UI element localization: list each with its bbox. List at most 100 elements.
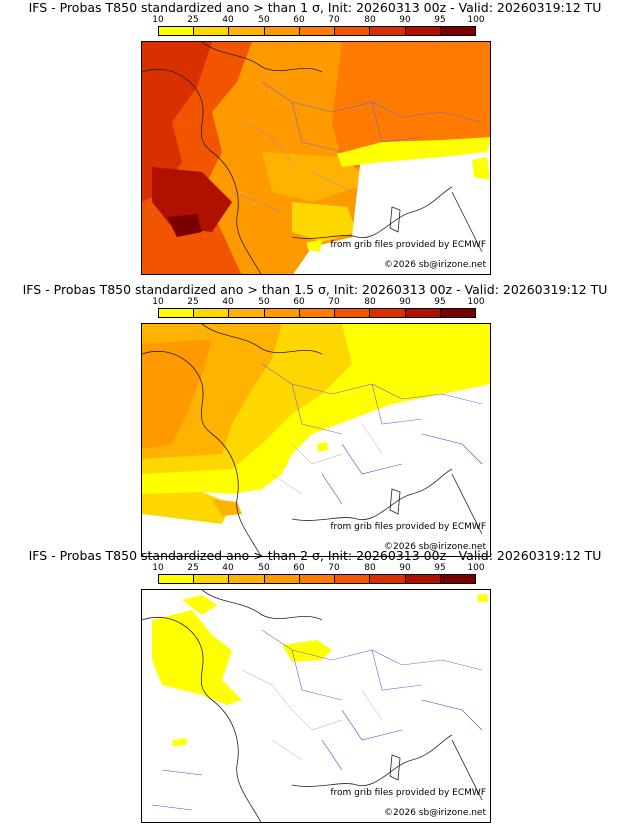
colorbar-swatch (335, 575, 371, 583)
colorbar-tick: 60 (293, 563, 305, 573)
colorbar-swatch (370, 575, 406, 583)
colorbar (158, 308, 476, 318)
colorbar-swatch (264, 309, 300, 317)
colorbar-swatch (194, 309, 230, 317)
coastline (291, 468, 453, 521)
colorbar-tick: 70 (328, 297, 340, 307)
colorbar-tick: 25 (187, 297, 199, 307)
prob-field-atlantic (142, 42, 212, 202)
colorbar-tick: 70 (328, 563, 340, 573)
coastline (142, 350, 262, 556)
colorbar-swatch (299, 27, 336, 35)
colorbar-tick: 70 (328, 15, 340, 25)
prob-field-balearic (307, 240, 322, 252)
colorbar-tick: 50 (258, 297, 270, 307)
prob-field-channel (182, 595, 217, 615)
colorbar-tick: 10 (152, 563, 164, 573)
prob-field-high (142, 339, 212, 449)
colorbar-tick: 95 (434, 563, 446, 573)
prob-field-iberia (152, 167, 232, 232)
prob-field-core (167, 214, 202, 237)
colorbar-swatch (370, 309, 406, 317)
probability-map: from grib files provided by ECMWF ©2026 … (141, 323, 491, 557)
colorbar-swatch (440, 27, 475, 35)
coastline (201, 324, 323, 355)
colorbar-swatch (335, 27, 371, 35)
colorbar-tick: 50 (258, 563, 270, 573)
coastline (142, 68, 262, 274)
prob-field-rhine (282, 640, 332, 662)
river-lines (151, 699, 483, 811)
coastline (142, 616, 262, 822)
prob-field-south (292, 202, 357, 242)
colorbar-swatch (264, 27, 300, 35)
colorbar-tick: 10 (152, 297, 164, 307)
prob-field-empty (293, 137, 490, 274)
panel-title: IFS - Probas T850 standardized ano > tha… (22, 282, 608, 297)
colorbar-labels: 10 25 40 50 60 70 80 90 95 100 (150, 297, 490, 308)
colorbar-swatch (159, 575, 195, 583)
copyright-text: ©2026 sb@irizone.net (384, 260, 486, 270)
colorbar-swatch (194, 27, 230, 35)
river-lines (231, 121, 353, 213)
colorbar-tick: 80 (364, 15, 376, 25)
copyright-text: ©2026 sb@irizone.net (384, 542, 486, 552)
colorbar-tick: 60 (293, 15, 305, 25)
panel-title: IFS - Probas T850 standardized ano > tha… (28, 548, 602, 563)
colorbar-tick: 25 (187, 15, 199, 25)
colorbar-swatch (229, 309, 265, 317)
colorbar-tick: 95 (434, 297, 446, 307)
admin-lines (271, 423, 383, 495)
island-outline (389, 754, 401, 781)
map-canvas (142, 590, 490, 822)
colorbar-tick: 95 (434, 15, 446, 25)
credit-text: from grib files provided by ECMWF (330, 788, 486, 798)
prob-field-spot (317, 442, 328, 452)
credit-text: from grib files provided by ECMWF (330, 522, 486, 532)
colorbar-swatch (405, 27, 441, 35)
prob-field-edge (337, 137, 490, 167)
coastline (291, 734, 453, 787)
coastline (451, 739, 483, 801)
panel-1-sigma: IFS - Probas T850 standardized ano > tha… (0, 0, 630, 276)
prob-field-atlantic (152, 610, 242, 705)
colorbar-tick: 40 (222, 15, 234, 25)
colorbar-swatch (405, 309, 441, 317)
panel-2-sigma: IFS - Probas T850 standardized ano > tha… (0, 548, 630, 824)
colorbar-tick: 10 (152, 15, 164, 25)
colorbar-tick: 80 (364, 563, 376, 573)
colorbar-swatch (159, 309, 195, 317)
colorbar-swatch (405, 575, 441, 583)
colorbar-tick: 90 (399, 297, 411, 307)
panel-title: IFS - Probas T850 standardized ano > tha… (28, 0, 602, 15)
probability-map: from grib files provided by ECMWF ©2026 … (141, 589, 491, 823)
colorbar (158, 574, 476, 584)
coastline (291, 186, 453, 239)
prob-field-spot (172, 738, 187, 746)
colorbar-tick: 80 (364, 297, 376, 307)
colorbar-swatch (335, 309, 371, 317)
prob-field-iberia (142, 492, 232, 524)
admin-lines (241, 669, 383, 761)
colorbar-tick: 40 (222, 297, 234, 307)
colorbar-tick: 60 (293, 297, 305, 307)
coastline (451, 473, 483, 535)
colorbar-tick: 25 (187, 563, 199, 573)
colorbar-swatch (299, 575, 336, 583)
colorbar-swatch (159, 27, 195, 35)
panel-1-5-sigma: IFS - Probas T850 standardized ano > tha… (0, 282, 630, 558)
copyright-text: ©2026 sb@irizone.net (384, 808, 486, 818)
prob-field-core (212, 499, 242, 516)
colorbar-labels: 10 25 40 50 60 70 80 90 95 100 (150, 15, 490, 26)
colorbar (158, 26, 476, 36)
border-lines (261, 629, 483, 701)
colorbar-swatch (299, 309, 336, 317)
colorbar-tick: 100 (467, 15, 485, 25)
colorbar-swatch (440, 575, 475, 583)
colorbar-tick: 100 (467, 297, 485, 307)
river-lines (321, 433, 483, 505)
prob-field-adriatic (472, 157, 490, 180)
coastline (201, 590, 323, 621)
island-outline (389, 488, 401, 515)
colorbar-tick: 90 (399, 563, 411, 573)
